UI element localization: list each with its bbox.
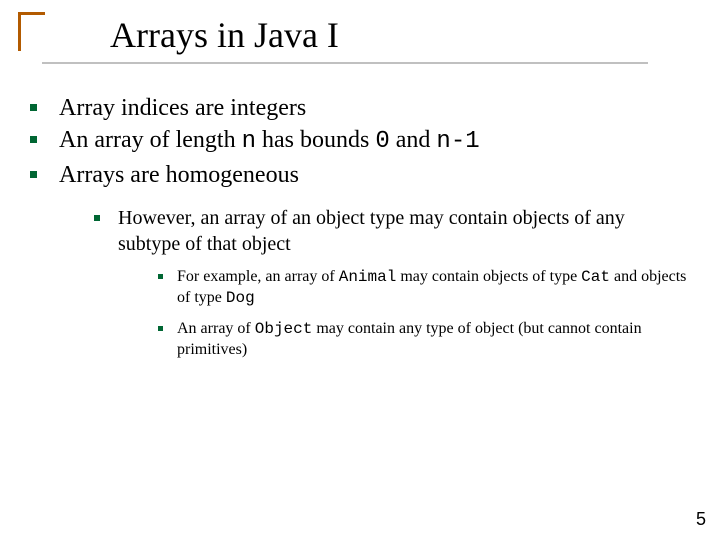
bullet-text: An array of length n has bounds 0 and n-…: [59, 124, 690, 158]
code-fragment: Object: [255, 320, 313, 338]
bullet-level1: An array of length n has bounds 0 and n-…: [30, 124, 690, 158]
bullet-level3: For example, an array of Animal may cont…: [158, 267, 690, 309]
code-fragment: Animal: [339, 268, 397, 286]
text-fragment: An array of length: [59, 127, 242, 153]
bullet-text: For example, an array of Animal may cont…: [177, 267, 690, 309]
title-underline: [42, 62, 648, 64]
title-corner-decoration: [18, 12, 45, 51]
slide-title: Arrays in Java I: [110, 14, 339, 56]
square-bullet-icon: [30, 104, 37, 111]
code-fragment: n-1: [436, 128, 479, 155]
text-fragment: and: [390, 127, 437, 153]
square-bullet-icon: [30, 136, 37, 143]
text-fragment: For example, an array of: [177, 268, 339, 285]
text-fragment: may contain objects of type: [396, 268, 581, 285]
bullet-level3: An array of Object may contain any type …: [158, 319, 690, 361]
bullet-level2: However, an array of an object type may …: [94, 205, 690, 257]
square-bullet-icon: [158, 326, 163, 331]
code-fragment: Cat: [581, 268, 610, 286]
title-block: Arrays in Java I: [18, 12, 247, 54]
bullet-text: Array indices are integers: [59, 92, 690, 124]
bullet-level1: Arrays are homogeneous: [30, 159, 690, 191]
code-fragment: 0: [375, 128, 389, 155]
code-fragment: n: [242, 128, 256, 155]
text-fragment: An array of: [177, 320, 255, 337]
bullet-level1: Array indices are integers: [30, 92, 690, 124]
bullet-text: An array of Object may contain any type …: [177, 319, 690, 361]
bullet-text: Arrays are homogeneous: [59, 159, 690, 191]
bullet-text: However, an array of an object type may …: [118, 205, 690, 257]
code-fragment: Dog: [226, 289, 255, 307]
text-fragment: has bounds: [256, 127, 375, 153]
content-area: Array indices are integers An array of l…: [30, 92, 690, 360]
square-bullet-icon: [30, 171, 37, 178]
square-bullet-icon: [94, 215, 100, 221]
page-number: 5: [696, 509, 706, 530]
square-bullet-icon: [158, 274, 163, 279]
